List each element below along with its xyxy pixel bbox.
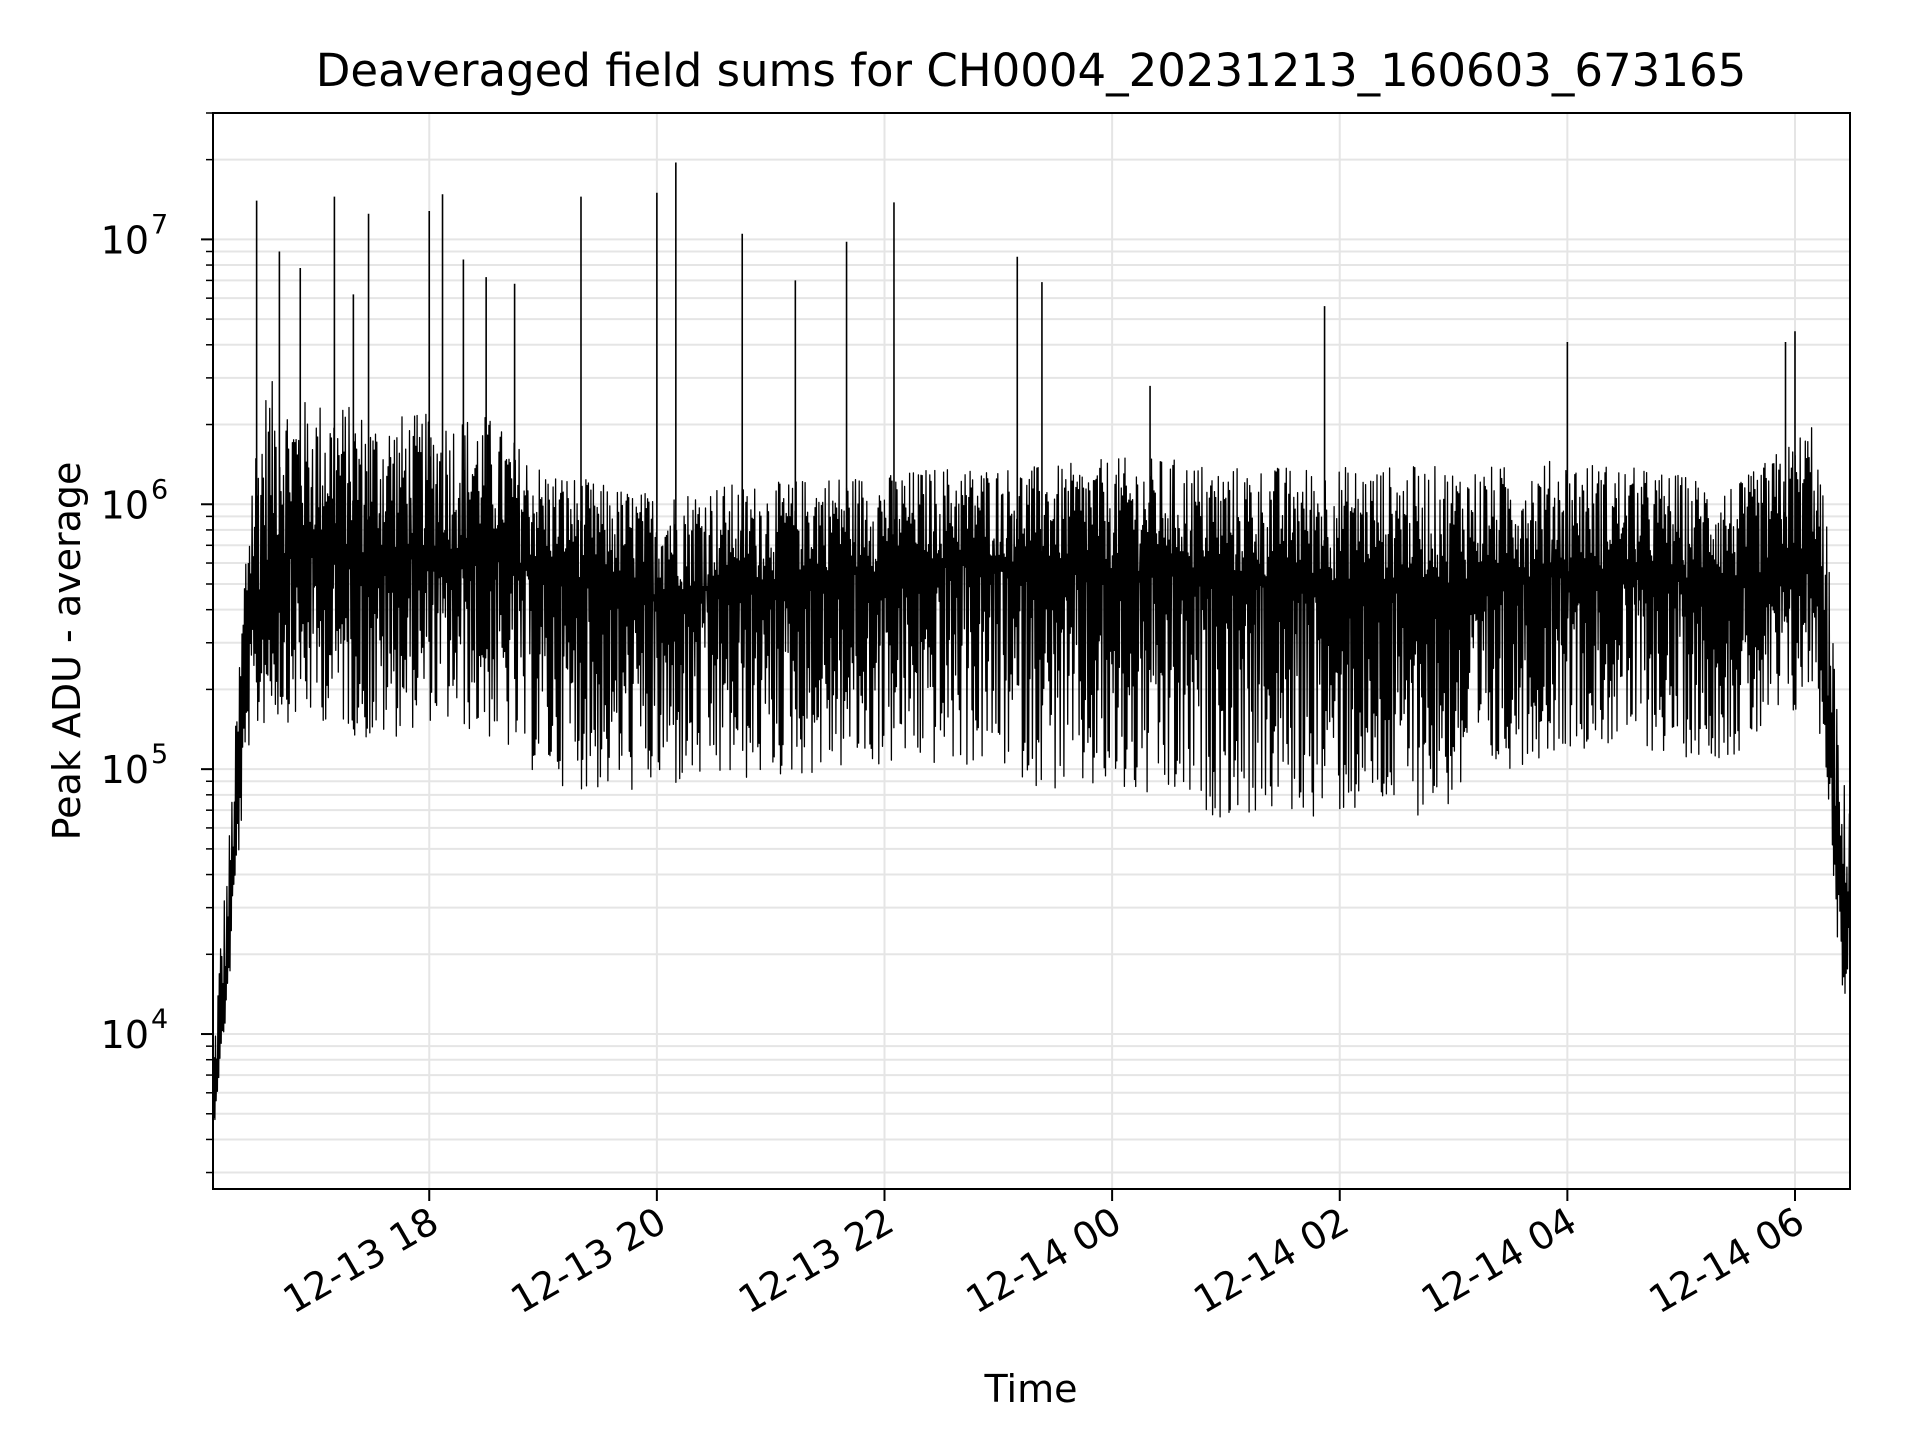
y-tick-label: 10 bbox=[101, 748, 149, 792]
y-tick-label: 10 bbox=[101, 483, 149, 527]
y-tick-exponent: 4 bbox=[151, 1004, 168, 1035]
plot-frame bbox=[212, 112, 1851, 1190]
y-tick-label: 10 bbox=[101, 1013, 149, 1057]
x-axis-label: Time bbox=[984, 1367, 1078, 1411]
data-series bbox=[212, 162, 1851, 1121]
chart-title: Deaveraged field sums for CH0004_2023121… bbox=[316, 44, 1746, 97]
y-tick-exponent: 5 bbox=[151, 739, 168, 770]
y-tick-label: 10 bbox=[101, 218, 149, 262]
y-tick-exponent: 7 bbox=[151, 209, 168, 240]
y-tick-exponent: 6 bbox=[151, 474, 168, 505]
y-axis-label: Peak ADU - average bbox=[45, 462, 89, 841]
series-line bbox=[212, 380, 1851, 1121]
